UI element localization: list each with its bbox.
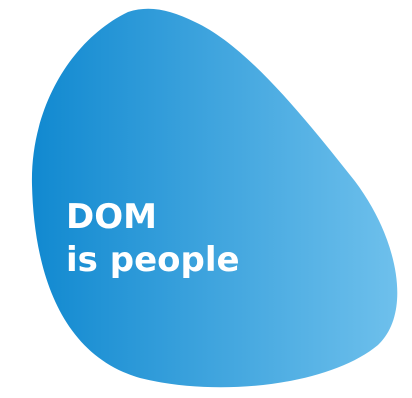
headline: DOM is people — [66, 196, 240, 282]
headline-line-1: DOM — [66, 197, 157, 237]
headline-line-2: is people — [66, 240, 240, 280]
